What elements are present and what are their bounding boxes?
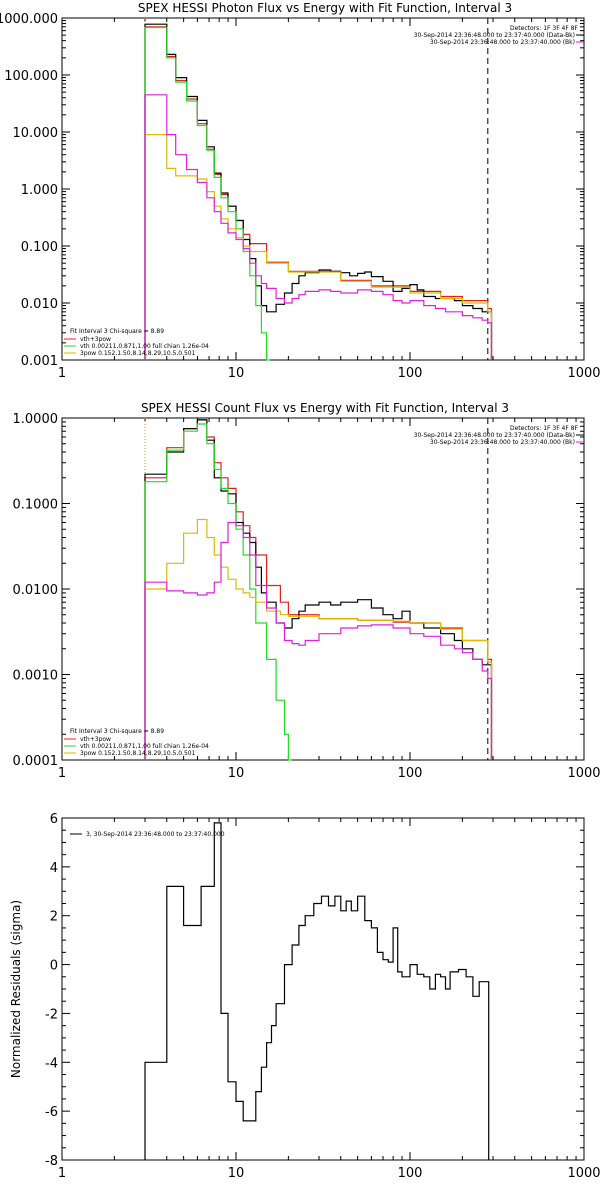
x-tick-label: 1000 [567, 1166, 600, 1181]
y-tick-label: 10.000 [13, 126, 59, 141]
legend-vth-3pow: vth+3pow [80, 336, 111, 343]
time-label-data: 30-Sep-2014 23:36:48.000 to 23:37:40.000… [414, 32, 575, 39]
y-tick-label: 6 [50, 812, 58, 827]
detectors-label: Detectors: 1F 3F 4F 8F [510, 25, 579, 32]
legend-3pow: 3pow 0.152,1.50,8.14,8.29,10.5,0.501 [80, 750, 196, 757]
x-tick-label: 10 [228, 766, 245, 781]
y-tick-label: 0.010 [21, 297, 58, 312]
y-tick-label: 0.1000 [13, 498, 59, 513]
time-label-bk: 30-Sep-2014 23:36:48.000 to 23:37:40.000… [430, 439, 575, 446]
residuals-panel: 1 10 100 1000 6 4 2 0 -2 -4 -6 -8 3, 30-Sep-2014 23… [9, 812, 600, 1181]
x-tick-label: 1000 [567, 366, 600, 381]
x-tick-label: 1 [58, 366, 66, 381]
y-tick-label: 0.0100 [13, 583, 59, 598]
plot-frame [61, 17, 585, 361]
series-group [144, 23, 493, 361]
x-tick-label: 100 [398, 1166, 423, 1181]
x-tick-label: 1000 [567, 766, 600, 781]
legend-vth: vth 0.00211,0.871,1.00 full chian 1.26e-… [80, 743, 209, 750]
series-vth_spow [144, 419, 493, 760]
y-axis-label: Normalized Residuals (sigma) [9, 900, 23, 1078]
series-vth_spow [144, 26, 493, 360]
series-data [144, 23, 493, 360]
fit-info: Fit Interval 3 Chi-square = 8.89 [70, 728, 164, 735]
series-vth [144, 423, 293, 761]
x-tick-label: 1 [58, 766, 66, 781]
series-data [144, 419, 493, 760]
legend-vth-3pow: vth+3pow [80, 736, 111, 743]
y-tick-label: 1.0000 [13, 412, 59, 427]
y-tick-label: 4 [50, 861, 58, 876]
x-tick-label: 10 [228, 1166, 245, 1181]
series-bkg [144, 94, 493, 360]
y-tick-label: 1.000 [21, 183, 58, 198]
chart-title: SPEX HESSI Count Flux vs Energy with Fit… [141, 401, 509, 415]
photon-flux-panel: SPEX HESSI Photon Flux vs Energy with Fi… [0, 1, 600, 381]
axis-ticks: 1 10 100 1000 6 4 2 0 -2 -4 -6 -8 [45, 812, 600, 1181]
y-tick-label: 1000.000 [0, 12, 58, 27]
series-vth [144, 26, 271, 361]
axis-ticks: 1 10 100 1000 1000.000 100.000 10.000 1.000 0.10… [0, 12, 600, 381]
x-tick-label: 100 [398, 766, 423, 781]
chart-title: SPEX HESSI Photon Flux vs Energy with Fi… [138, 1, 512, 15]
time-label-bk: 30-Sep-2014 23:36:48.000 to 23:37:40.000… [430, 39, 575, 46]
series-spow [144, 134, 493, 360]
count-flux-panel: SPEX HESSI Count Flux vs Energy with Fit… [13, 401, 600, 781]
axis-ticks: 1 10 100 1000 1.0000 0.1000 0.0100 0.0010 0.0001 [13, 412, 600, 781]
y-tick-label: 0.0001 [13, 754, 59, 769]
legend-residual: 3, 30-Sep-2014 23:36:48.000 to 23:37:40.… [86, 831, 225, 838]
detectors-label: Detectors: 1F 3F 4F 8F [510, 425, 579, 432]
x-tick-label: 10 [228, 366, 245, 381]
y-tick-label: 2 [50, 910, 58, 925]
series-spow [144, 518, 493, 760]
x-tick-label: 1 [58, 1166, 66, 1181]
plot-frame [61, 817, 585, 1161]
y-tick-label: -6 [45, 1105, 58, 1120]
x-tick-label: 100 [398, 366, 423, 381]
y-tick-label: 0.0010 [13, 669, 59, 684]
plot-frame [61, 417, 585, 761]
fit-info: Fit Interval 3 Chi-square = 8.89 [70, 328, 164, 335]
series-data [144, 822, 490, 1160]
legend-vth: vth 0.00211,0.871,1.00 full chian 1.26e-… [80, 343, 209, 350]
y-tick-label: -8 [45, 1154, 58, 1169]
series-group [144, 822, 490, 1160]
y-tick-label: -2 [45, 1007, 58, 1022]
y-tick-label: 0.001 [21, 354, 58, 369]
legend-3pow: 3pow 0.152,1.50,8.14,8.29,10.5,0.501 [80, 350, 196, 357]
series-bkg [144, 521, 493, 760]
series-group [144, 419, 493, 761]
y-tick-label: 0 [50, 959, 58, 974]
y-tick-label: 0.100 [21, 240, 58, 255]
y-tick-label: 100.000 [4, 69, 58, 84]
y-tick-label: -4 [45, 1056, 58, 1071]
time-label-data: 30-Sep-2014 23:36:48.000 to 23:37:40.000… [414, 432, 575, 439]
